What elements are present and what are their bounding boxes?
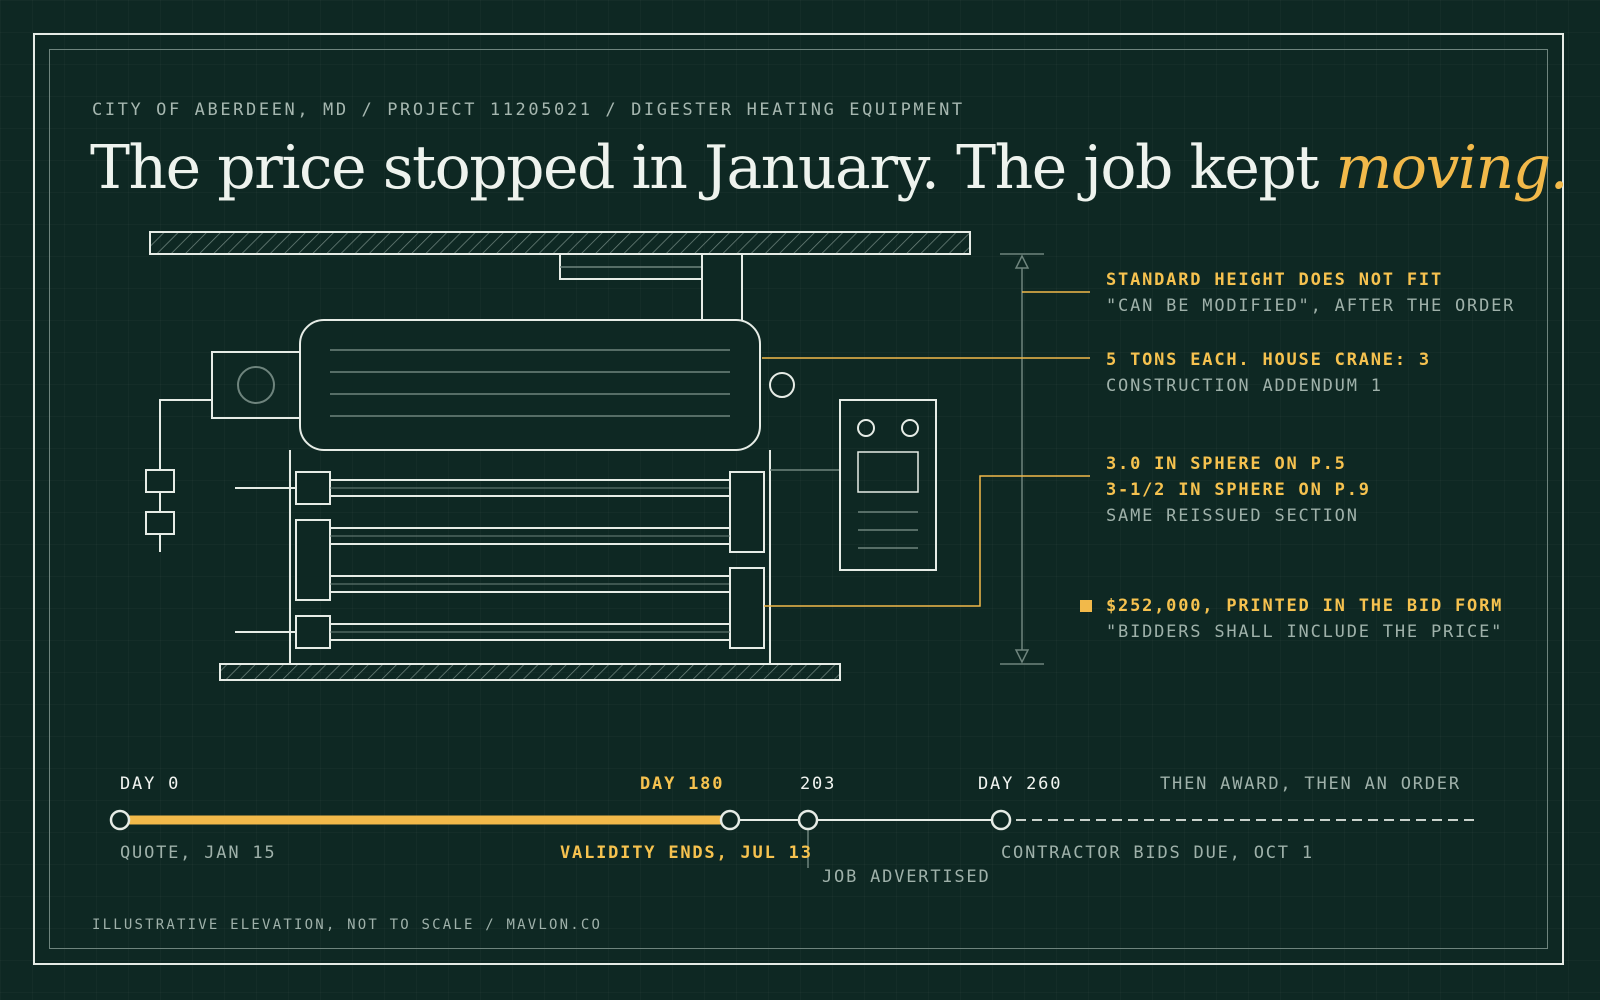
annotation-weight-highlight: 5 TONS EACH. HOUSE CRANE: 3	[1106, 350, 1431, 370]
outer-frame	[33, 33, 1564, 965]
callout-leaders	[762, 291, 1090, 607]
timeline-graphic	[109, 809, 1480, 868]
tube-bundle-frame	[235, 450, 771, 664]
annotation-height: STANDARD HEIGHT DOES NOT FIT "CAN BE MOD…	[1106, 267, 1515, 319]
milestone-day-260	[990, 809, 1012, 831]
timeline-top-label-day-180: DAY 180	[640, 774, 725, 794]
annotation-price-sub: "BIDDERS SHALL INCLUDE THE PRICE"	[1106, 622, 1504, 642]
ceiling-slab	[149, 231, 971, 255]
annotation-weight-sub: CONSTRUCTION ADDENDUM 1	[1106, 376, 1383, 396]
headline-accent: moving.	[1335, 133, 1568, 203]
milestone-day-203	[797, 809, 819, 831]
control-panel	[770, 399, 937, 571]
footer-note: ILLUSTRATIVE ELEVATION, NOT TO SCALE / M…	[92, 917, 603, 933]
ceiling-hanger	[559, 253, 743, 322]
inner-frame	[49, 49, 1548, 949]
annotation-weight: 5 TONS EACH. HOUSE CRANE: 3 CONSTRUCTION…	[1106, 347, 1431, 399]
annotation-price-highlight: $252,000, PRINTED IN THE BID FORM	[1106, 596, 1504, 616]
timeline-bottom-label-day-260: CONTRACTOR BIDS DUE, OCT 1	[1001, 843, 1314, 863]
annotation-height-sub: "CAN BE MODIFIED", AFTER THE ORDER	[1106, 296, 1516, 316]
timeline-tail-label: THEN AWARD, THEN AN ORDER	[1160, 774, 1461, 794]
inlet-box	[145, 351, 301, 552]
main-vessel	[299, 319, 795, 451]
height-dimension	[1000, 253, 1044, 665]
annotation-sphere: 3.0 IN SPHERE ON P.5 3-1/2 IN SPHERE ON …	[1106, 451, 1371, 529]
timeline-top-label-day-0: DAY 0	[120, 774, 181, 794]
milestone-day-180	[719, 809, 741, 831]
annotation-sphere-highlight-1: 3.0 IN SPHERE ON P.5	[1106, 454, 1347, 474]
milestone-day-0	[109, 809, 131, 831]
callout-marker	[1080, 600, 1092, 612]
headline-main: The price stopped in January. The job ke…	[90, 133, 1336, 203]
timeline-bottom-label-day-203: JOB ADVERTISED	[822, 867, 991, 887]
project-eyebrow: CITY OF ABERDEEN, MD / PROJECT 11205021 …	[92, 100, 965, 120]
annotation-price: $252,000, PRINTED IN THE BID FORM "BIDDE…	[1106, 593, 1503, 645]
timeline-top-label-day-203: 203	[800, 774, 837, 794]
annotation-sphere-highlight-2: 3-1/2 IN SPHERE ON P.9	[1106, 480, 1371, 500]
page-title: The price stopped in January. The job ke…	[90, 126, 1569, 210]
timeline-bottom-label-day-0: QUOTE, JAN 15	[120, 843, 277, 863]
timeline-bottom-label-day-180: VALIDITY ENDS, JUL 13	[560, 843, 813, 863]
floor-slab	[219, 663, 841, 681]
annotation-height-highlight: STANDARD HEIGHT DOES NOT FIT	[1106, 270, 1443, 290]
timeline-top-label-day-260: DAY 260	[978, 774, 1063, 794]
annotation-sphere-sub: SAME REISSUED SECTION	[1106, 506, 1359, 526]
